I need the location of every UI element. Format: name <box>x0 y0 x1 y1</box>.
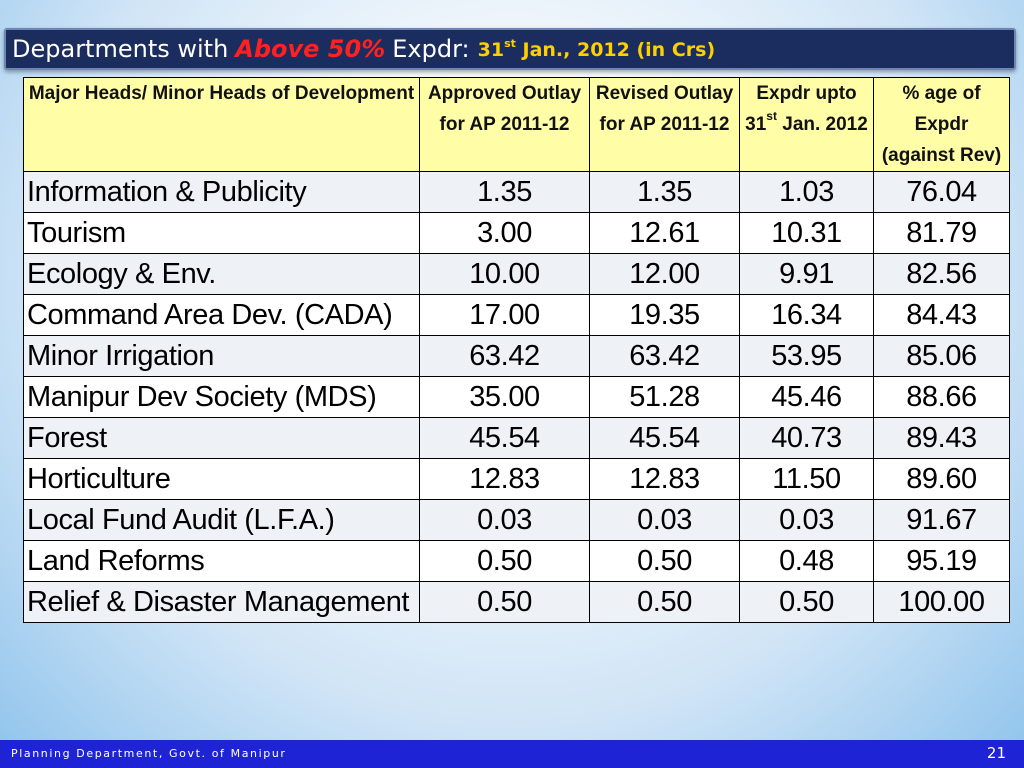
header-approved-outlay: Approved Outlay for AP 2011-12 <box>419 77 590 172</box>
header-expdr-upto: Expdr upto 31st Jan. 2012 <box>739 77 874 172</box>
table-row: Manipur Dev Society (MDS) 35.00 51.28 45.46… <box>23 376 1010 418</box>
row-revised: 12.00 <box>589 253 740 295</box>
row-expdr: 10.31 <box>739 212 874 254</box>
table-row: Ecology & Env. 10.00 12.00 9.91 82.56 <box>23 253 1010 295</box>
row-percent: 82.56 <box>873 253 1010 295</box>
row-percent: 100.00 <box>873 581 1010 623</box>
row-approved: 35.00 <box>419 376 590 418</box>
row-percent: 88.66 <box>873 376 1010 418</box>
row-approved: 0.50 <box>419 540 590 582</box>
table-row: Land Reforms 0.50 0.50 0.48 95.19 <box>23 540 1010 582</box>
title-expdr: Expdr: <box>392 35 470 63</box>
table-row: Forest 45.54 45.54 40.73 89.43 <box>23 417 1010 459</box>
row-revised: 12.61 <box>589 212 740 254</box>
expenditure-table: Major Heads/ Minor Heads of Development … <box>23 77 1010 623</box>
row-name: Command Area Dev. (CADA) <box>23 294 420 336</box>
row-percent: 95.19 <box>873 540 1010 582</box>
title-date: 31st Jan., 2012 (in Crs) <box>478 37 716 61</box>
table-body: Information & Publicity 1.35 1.35 1.03 76.04… <box>23 171 1010 623</box>
header-major-heads: Major Heads/ Minor Heads of Development <box>23 77 420 172</box>
table-row: Local Fund Audit (L.F.A.) 0.03 0.03 0.03 91.… <box>23 499 1010 541</box>
title-date-rest: Jan., 2012 (in Crs) <box>522 39 716 61</box>
row-name: Land Reforms <box>23 540 420 582</box>
header-expdr-post: Jan. 2012 <box>782 114 868 135</box>
row-name: Tourism <box>23 212 420 254</box>
row-approved: 10.00 <box>419 253 590 295</box>
row-expdr: 0.50 <box>739 581 874 623</box>
row-expdr: 11.50 <box>739 458 874 500</box>
table-row: Horticulture 12.83 12.83 11.50 89.60 <box>23 458 1010 500</box>
slide-title: Departments with Above 50% Expdr: 31st J… <box>4 28 1016 70</box>
page-number: 21 <box>986 744 1006 762</box>
row-name: Minor Irrigation <box>23 335 420 377</box>
row-percent: 89.60 <box>873 458 1010 500</box>
row-expdr: 40.73 <box>739 417 874 459</box>
row-expdr: 0.48 <box>739 540 874 582</box>
header-revised-outlay: Revised Outlay for AP 2011-12 <box>589 77 740 172</box>
table-row: Tourism 3.00 12.61 10.31 81.79 <box>23 212 1010 254</box>
row-approved: 0.50 <box>419 581 590 623</box>
row-expdr: 1.03 <box>739 171 874 213</box>
row-expdr: 45.46 <box>739 376 874 418</box>
table-row: Relief & Disaster Management 0.50 0.50 0.50… <box>23 581 1010 623</box>
row-percent: 81.79 <box>873 212 1010 254</box>
table-row: Command Area Dev. (CADA) 17.00 19.35 16.34 8… <box>23 294 1010 336</box>
row-name: Horticulture <box>23 458 420 500</box>
title-text: Departments with <box>12 35 229 63</box>
header-expdr-sup: st <box>766 109 777 123</box>
row-revised: 51.28 <box>589 376 740 418</box>
header-percent-expdr: % age of Expdr (against Rev) <box>873 77 1010 172</box>
row-revised: 63.42 <box>589 335 740 377</box>
title-date-suffix: st <box>504 37 516 50</box>
row-name: Relief & Disaster Management <box>23 581 420 623</box>
table-row: Information & Publicity 1.35 1.35 1.03 76.04 <box>23 171 1010 213</box>
row-approved: 3.00 <box>419 212 590 254</box>
row-name: Manipur Dev Society (MDS) <box>23 376 420 418</box>
table-header-row: Major Heads/ Minor Heads of Development … <box>23 77 1010 172</box>
row-revised: 19.35 <box>589 294 740 336</box>
row-percent: 85.06 <box>873 335 1010 377</box>
row-revised: 0.50 <box>589 581 740 623</box>
row-name: Information & Publicity <box>23 171 420 213</box>
footer-org: Planning Department, Govt. of Manipur <box>11 747 287 760</box>
row-approved: 63.42 <box>419 335 590 377</box>
row-name: Ecology & Env. <box>23 253 420 295</box>
row-expdr: 9.91 <box>739 253 874 295</box>
title-date-day: 31 <box>477 39 505 61</box>
row-revised: 1.35 <box>589 171 740 213</box>
row-percent: 89.43 <box>873 417 1010 459</box>
footer-bar: Planning Department, Govt. of Manipur 21 <box>0 740 1024 768</box>
row-revised: 0.50 <box>589 540 740 582</box>
row-name: Local Fund Audit (L.F.A.) <box>23 499 420 541</box>
row-revised: 0.03 <box>589 499 740 541</box>
row-expdr: 16.34 <box>739 294 874 336</box>
header-expdr-pre: Expdr upto 31 <box>745 83 857 135</box>
table-row: Minor Irrigation 63.42 63.42 53.95 85.06 <box>23 335 1010 377</box>
row-percent: 91.67 <box>873 499 1010 541</box>
row-expdr: 0.03 <box>739 499 874 541</box>
row-percent: 76.04 <box>873 171 1010 213</box>
row-expdr: 53.95 <box>739 335 874 377</box>
row-percent: 84.43 <box>873 294 1010 336</box>
row-approved: 17.00 <box>419 294 590 336</box>
title-highlight: Above 50% <box>235 35 386 63</box>
row-revised: 12.83 <box>589 458 740 500</box>
row-approved: 0.03 <box>419 499 590 541</box>
row-approved: 12.83 <box>419 458 590 500</box>
row-approved: 1.35 <box>419 171 590 213</box>
row-revised: 45.54 <box>589 417 740 459</box>
row-name: Forest <box>23 417 420 459</box>
row-approved: 45.54 <box>419 417 590 459</box>
